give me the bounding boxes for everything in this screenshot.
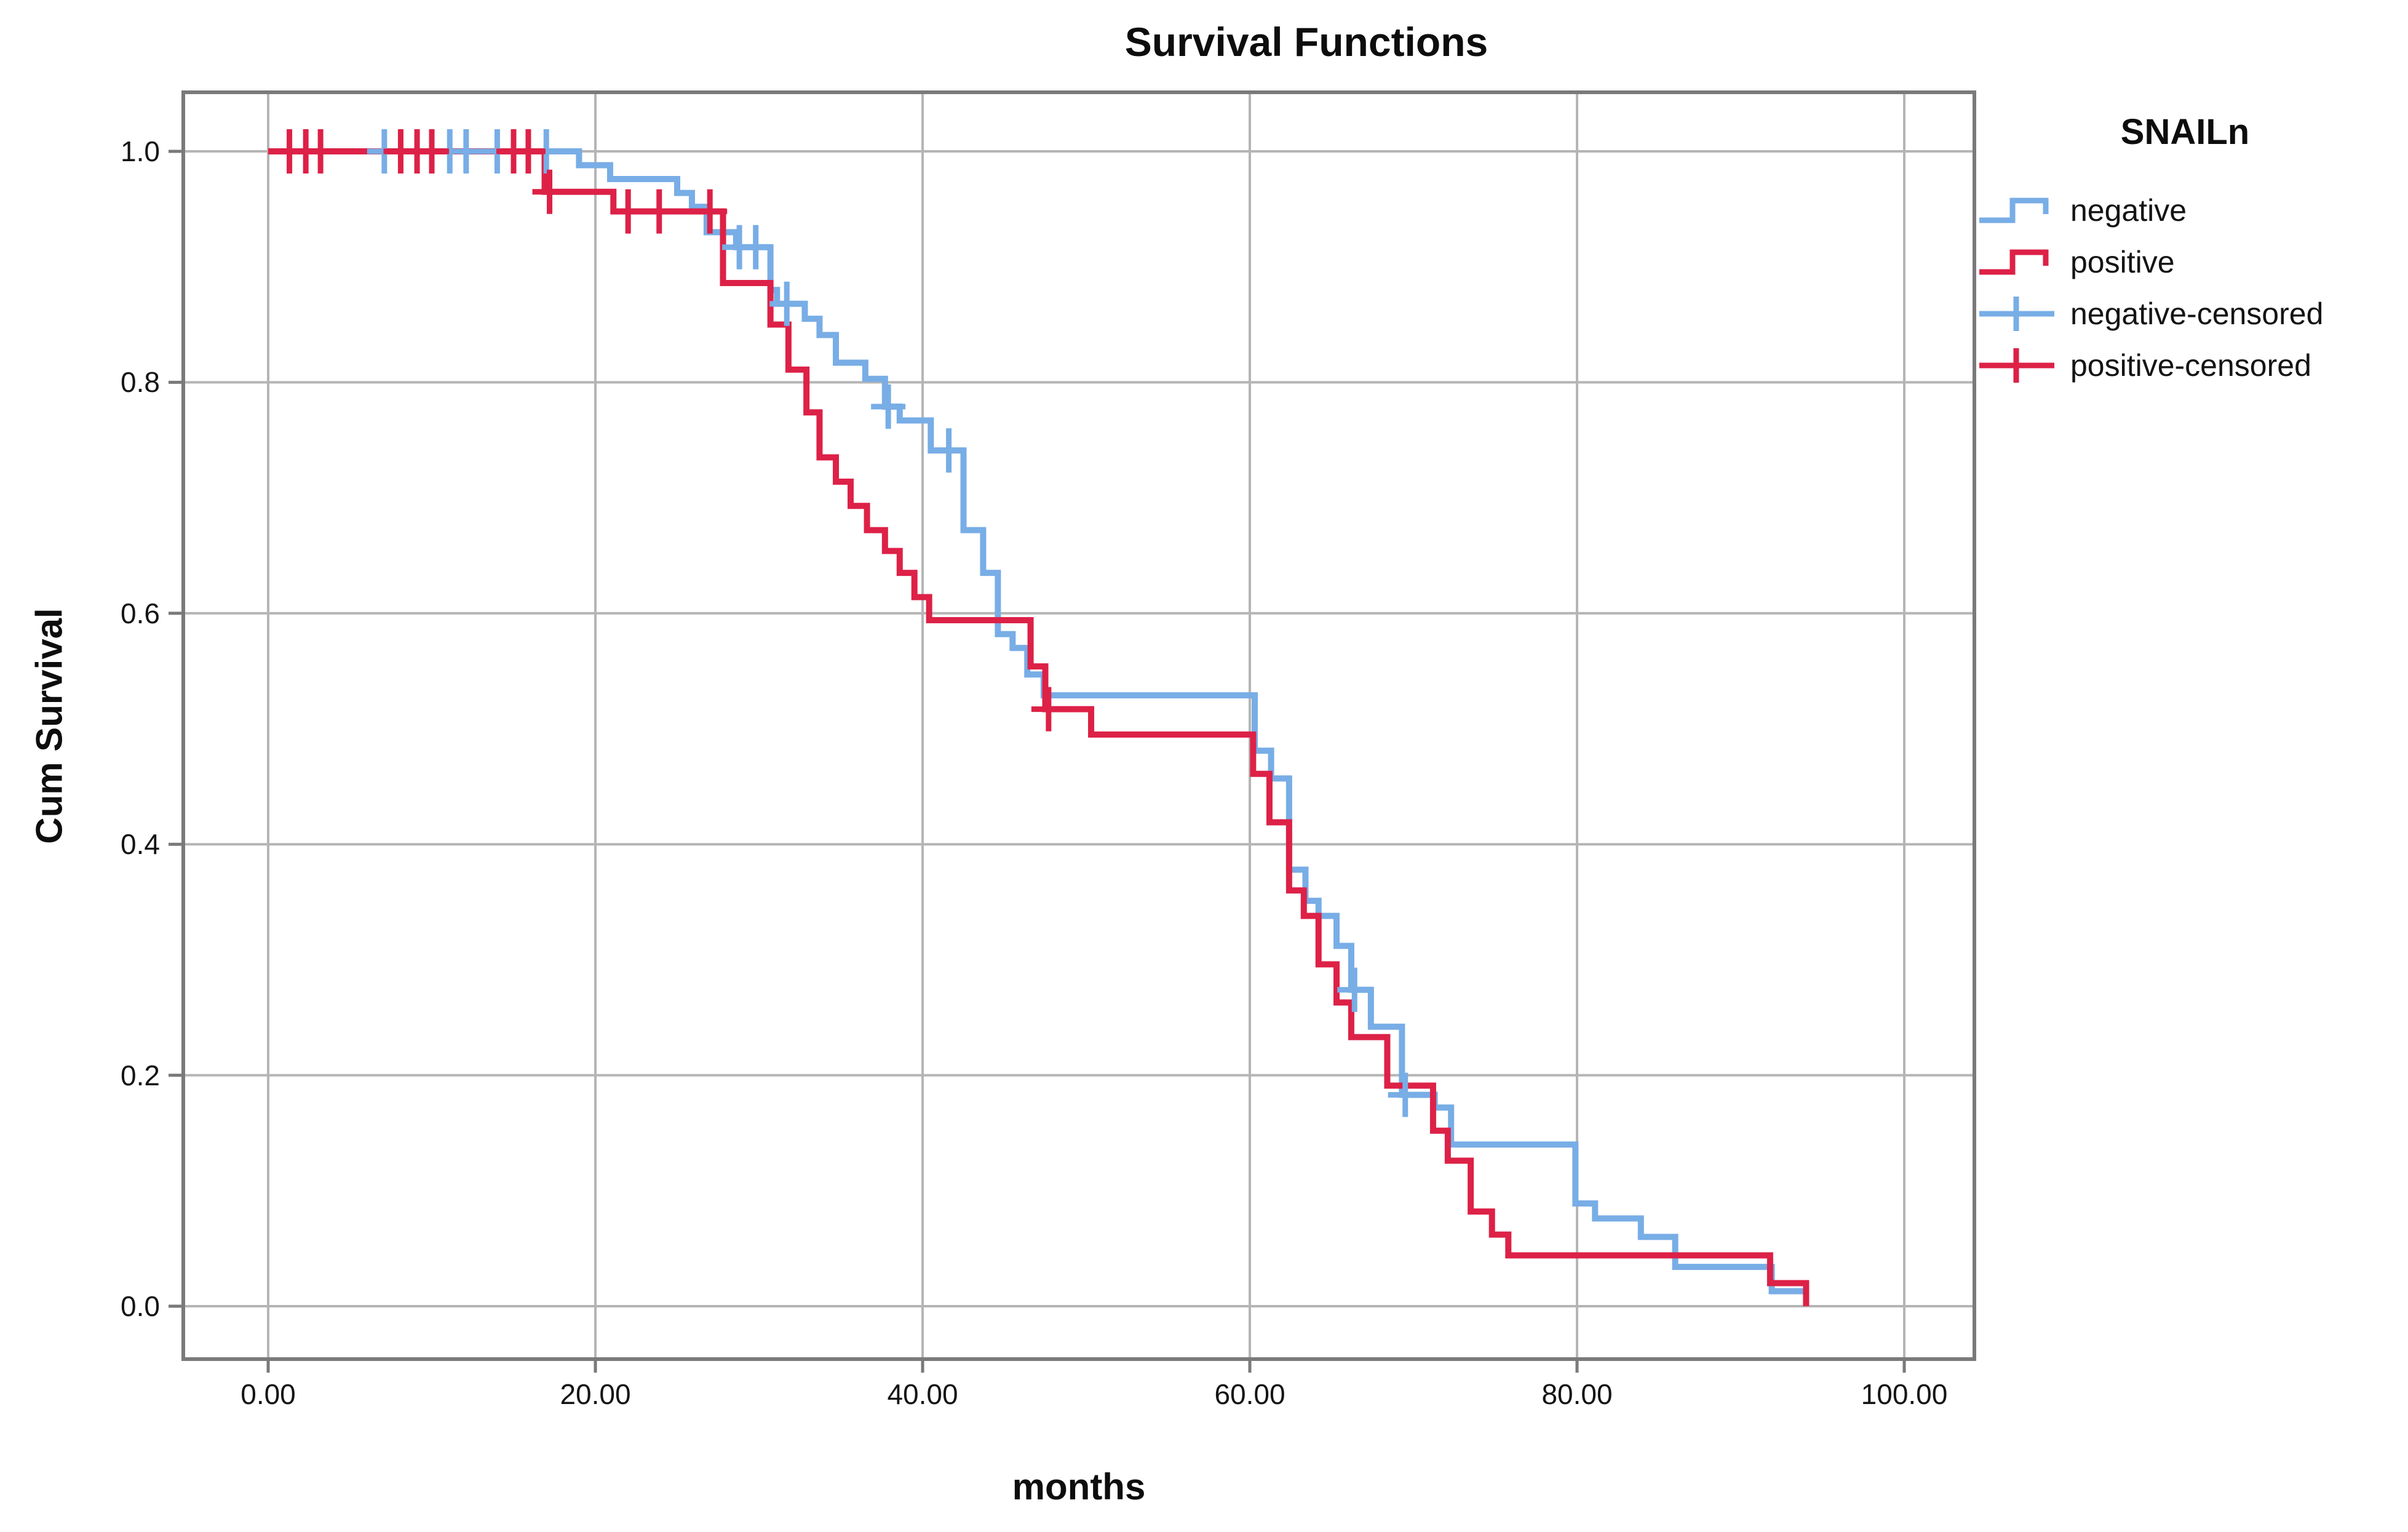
legend-rows: negative positive negative-censored: [1962, 185, 2408, 391]
positive-line-glyph: [1979, 249, 2049, 275]
legend-swatch-negative-step-line-icon: [1979, 197, 2049, 223]
legend-item-label: positive-censored: [2070, 348, 2311, 383]
legend-item-label: negative: [2070, 193, 2187, 228]
y-tick-label-0.8: 0.8: [121, 366, 160, 399]
legend-swatch-positive-step-line-icon: [1979, 249, 2049, 275]
chart-title: Survival Functions: [1124, 19, 1488, 65]
legend-item-label: positive: [2070, 245, 2175, 279]
survival-curve-positive: [268, 148, 1810, 1306]
x-tick-label-0.00: 0.00: [240, 1378, 296, 1410]
legend-item-positive-censored: positive-censored: [1962, 340, 2408, 391]
y-tick-label-0.6: 0.6: [121, 597, 160, 629]
legend-item-positive: positive: [1962, 236, 2408, 288]
legend-title: SNAILn: [2120, 112, 2250, 152]
legend-swatch-negative-censored-plus-icon: [1979, 297, 2054, 331]
legend-swatch-positive-censored-plus-icon: [1979, 348, 2054, 383]
y-tick-label-0.4: 0.4: [121, 828, 160, 861]
x-tick-label-40.00: 40.00: [887, 1378, 958, 1410]
negative-line-glyph: [1979, 197, 2049, 223]
x-tick-label-20.00: 20.00: [560, 1378, 631, 1410]
legend-item-label: negative-censored: [2070, 297, 2324, 331]
x-tick-label-100.00: 100.00: [1861, 1378, 1948, 1410]
x-tick-label-60.00: 60.00: [1214, 1378, 1285, 1410]
x-axis-title: months: [1012, 1466, 1146, 1507]
x-tick-label-80.00: 80.00: [1541, 1378, 1613, 1410]
legend: SNAILn negative positive negative-c: [1962, 110, 2408, 391]
y-tick-label-1.0: 1.0: [121, 135, 160, 167]
survival-curve-negative: [268, 148, 1805, 1295]
y-tick-label-0.0: 0.0: [121, 1290, 160, 1322]
legend-item-negative-censored: negative-censored: [1962, 288, 2408, 340]
y-tick-label-0.2: 0.2: [121, 1059, 160, 1091]
legend-item-negative: negative: [1962, 185, 2408, 236]
plot-frame: [181, 90, 1976, 1361]
